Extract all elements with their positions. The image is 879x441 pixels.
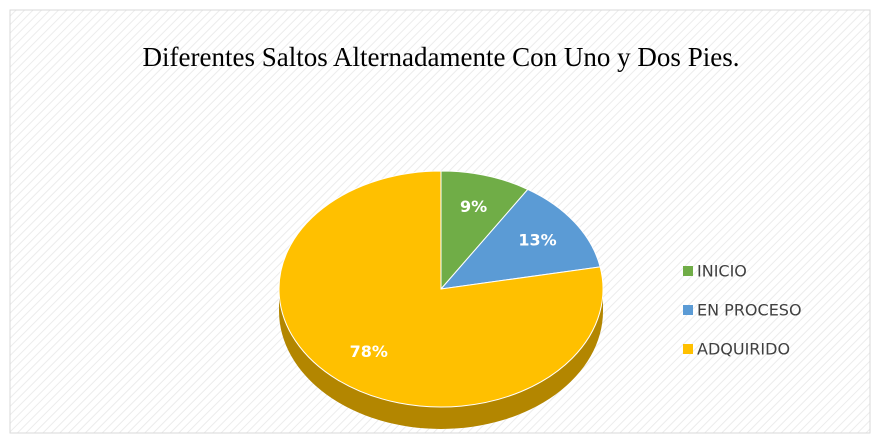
data-label: 78% [350,342,388,361]
data-label: 9% [460,197,487,216]
legend-label: ADQUIRIDO [697,340,790,359]
pie-slice-side [279,289,603,429]
pie-slice [439,188,601,290]
pie-slice [440,170,529,291]
legend-label: EN PROCESO [697,301,802,320]
legend-swatch [683,266,693,276]
legend-swatch [683,344,693,354]
legend-swatch [683,305,693,315]
legend-label: INICIO [697,262,747,281]
pie-slice [278,170,604,408]
data-label: 13% [518,231,556,250]
chart-title: Diferentes Saltos Alternadamente Con Uno… [143,42,740,72]
